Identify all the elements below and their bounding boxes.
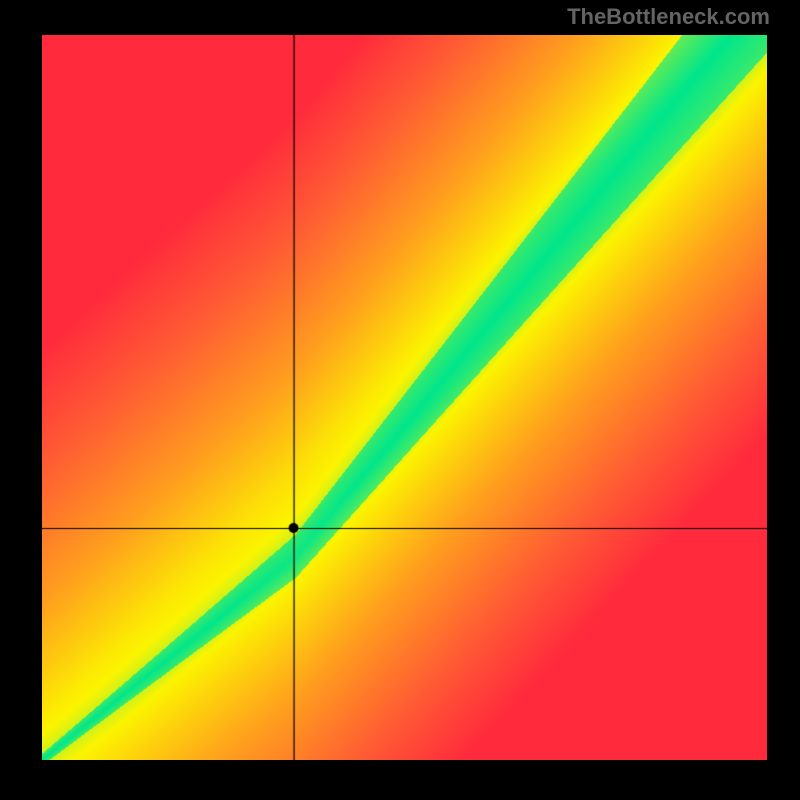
bottleneck-heatmap	[42, 35, 767, 760]
attribution-label: TheBottleneck.com	[567, 4, 770, 30]
